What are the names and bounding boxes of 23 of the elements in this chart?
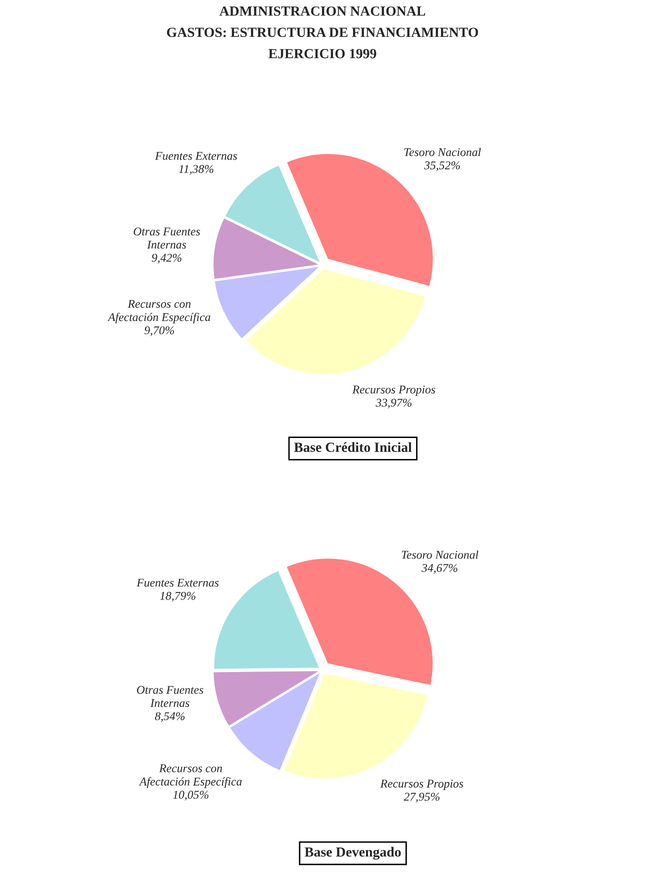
- data-label: 35,52%: [424, 161, 460, 172]
- data-label: 10,05%: [173, 790, 208, 800]
- slice-label: Recursos con Afectación Específica: [107, 300, 210, 324]
- slice-label: Tesoro Nacional: [402, 550, 478, 559]
- slice-label: Recursos Propios: [380, 780, 464, 790]
- slice-label: Otras Fuentes Internas: [134, 228, 200, 249]
- slice-label: Recursos Propios: [352, 386, 436, 396]
- chart-title: ADMINISTRACION NACIONAL GASTOS: ESTRUCTURA DE FINANCIAMIENTO EJERCICIO 1999: [166, 6, 478, 58]
- data-label: 33,97%: [376, 398, 412, 408]
- slice-label: Otras Fuentes Internas: [136, 686, 204, 708]
- slice-label: Tesoro Nacional: [404, 148, 481, 156]
- slice-label: Fuentes Externas: [155, 152, 238, 160]
- data-label: 34,67%: [422, 564, 458, 574]
- data-label: 8,54%: [154, 712, 185, 722]
- slice-label: Fuentes Externas: [136, 578, 219, 587]
- text: Base Crédito Inicial: [294, 442, 412, 452]
- slice-label: Recursos con Afectación Específica: [138, 764, 242, 788]
- text: Base Devengado: [304, 846, 401, 860]
- data-label: 27,95%: [404, 792, 440, 802]
- data-label: 18,79%: [160, 592, 196, 602]
- data-label: 11,38%: [178, 165, 214, 175]
- data-label: 9,70%: [144, 326, 174, 336]
- data-label: 9,42%: [152, 254, 182, 264]
